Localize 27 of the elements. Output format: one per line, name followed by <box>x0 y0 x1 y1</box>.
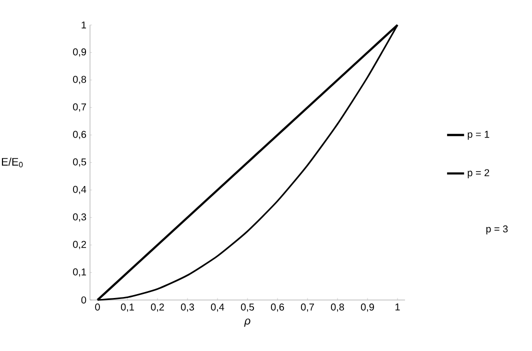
x-tick-label: 1 <box>396 304 400 310</box>
y-tick-label: 0,6 <box>73 130 86 140</box>
y-tick-label: 0,7 <box>73 103 86 112</box>
text: p = 3 <box>486 225 508 234</box>
legend-label: p = 1 <box>468 130 490 140</box>
y-tick-label: 0,4 <box>73 186 86 194</box>
y-tick-label: 0 <box>81 296 86 304</box>
y-tick-label: 0,1 <box>73 268 86 277</box>
y-tick-label: 0,8 <box>73 76 86 84</box>
x-tick-label: 0,5 <box>240 304 254 312</box>
y-tick-label: 0,2 <box>73 240 86 250</box>
y-tick-label: 0,3 <box>73 213 86 222</box>
legend-label: p = 2 <box>468 169 490 178</box>
x-tick-label: 0,4 <box>210 304 224 312</box>
x-tick-label: 0,8 <box>330 304 344 312</box>
y-tick-label: 1 <box>82 22 86 28</box>
x-tick-label: 0 <box>95 304 100 311</box>
y-axis-title: E/E$_{0}$ <box>2 158 23 168</box>
x-tick-label: 0,9 <box>360 304 374 312</box>
x-tick-label: 0,3 <box>180 304 194 312</box>
x-tick-label: 0,6 <box>270 304 284 312</box>
y-tick-label: 0,9 <box>73 48 86 57</box>
y-tick-label: 0,5 <box>73 158 86 167</box>
x-tick-label: 0,2 <box>150 304 164 312</box>
x-tick-label: 0,1 <box>120 304 134 312</box>
x-axis-title: ρ <box>244 318 250 327</box>
x-tick-label: 0,7 <box>300 304 314 312</box>
